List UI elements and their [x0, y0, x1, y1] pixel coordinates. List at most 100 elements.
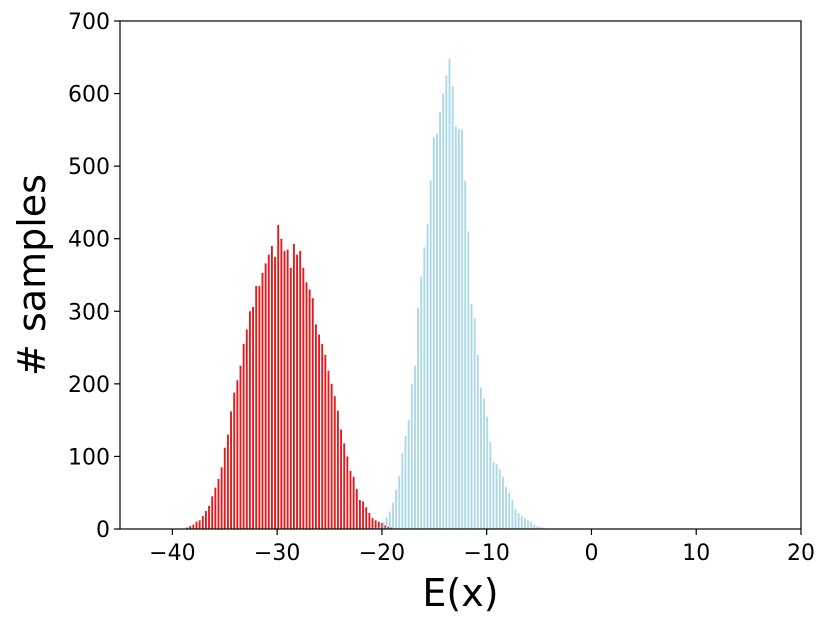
- y-tick-label: 0: [96, 518, 110, 543]
- bar: [343, 443, 346, 529]
- bar: [245, 329, 248, 529]
- bar: [230, 411, 232, 529]
- bar: [542, 527, 545, 529]
- bar: [204, 510, 207, 529]
- x-tick-label: 20: [787, 541, 815, 566]
- bar: [267, 254, 270, 529]
- bar: [520, 515, 523, 529]
- bar: [280, 238, 283, 529]
- bar: [289, 267, 292, 529]
- x-tick-label: −10: [463, 541, 509, 566]
- bar: [226, 434, 229, 529]
- bar: [292, 243, 295, 530]
- y-tick-label: 100: [68, 445, 110, 470]
- bar: [264, 263, 267, 529]
- y-axis-ticks: 0 100 200 300 400 500 600 700: [68, 10, 120, 543]
- bar: [401, 452, 404, 529]
- bar: [384, 525, 387, 529]
- bar: [277, 224, 280, 529]
- bar: [283, 251, 286, 530]
- bar: [479, 387, 482, 529]
- bar: [387, 526, 390, 529]
- x-tick-label: 0: [584, 541, 598, 566]
- bar: [423, 247, 426, 530]
- bar: [239, 365, 242, 529]
- bar: [368, 513, 371, 529]
- bar: [270, 245, 273, 529]
- bar: [189, 526, 192, 529]
- bar: [461, 129, 464, 530]
- y-tick-label: 300: [68, 300, 110, 325]
- bar: [296, 254, 299, 529]
- y-axis-label: # samples: [10, 174, 54, 376]
- y-tick-label: 500: [68, 155, 110, 180]
- bar: [314, 324, 317, 529]
- bar: [495, 463, 498, 529]
- bars-layer: [186, 58, 548, 530]
- bar: [536, 526, 539, 529]
- x-tick-label: 10: [682, 541, 710, 566]
- x-axis-ticks: −40 −30 −20 −10 0 10 20: [149, 529, 815, 566]
- bar: [476, 354, 479, 529]
- bar: [371, 518, 374, 529]
- y-tick-label: 400: [68, 228, 110, 253]
- bar: [261, 272, 264, 529]
- y-tick-label: 600: [68, 83, 110, 108]
- bar: [530, 521, 533, 529]
- bar: [420, 276, 423, 529]
- bar: [473, 318, 476, 529]
- bar: [382, 521, 385, 529]
- x-tick-label: −30: [254, 541, 300, 566]
- bar: [413, 365, 416, 529]
- series-1: [376, 58, 548, 530]
- bar: [445, 75, 448, 530]
- bar: [330, 383, 333, 529]
- bar: [286, 249, 289, 529]
- bar: [395, 489, 398, 529]
- bar: [380, 523, 383, 529]
- bar: [201, 515, 204, 529]
- x-axis-label: E(x): [422, 571, 498, 615]
- bar: [318, 334, 321, 529]
- bar: [467, 231, 470, 529]
- bar: [248, 311, 251, 529]
- bar: [252, 306, 254, 529]
- bar: [302, 267, 305, 529]
- bar: [376, 527, 379, 529]
- bar: [464, 180, 467, 529]
- bar: [435, 133, 438, 530]
- bar: [407, 420, 410, 529]
- bar: [324, 354, 327, 529]
- bar: [501, 476, 504, 529]
- bar: [498, 469, 501, 529]
- bar: [242, 343, 245, 529]
- bar: [448, 58, 451, 530]
- bar: [223, 447, 226, 529]
- bar: [523, 518, 526, 529]
- bar: [311, 298, 314, 529]
- bar: [417, 307, 420, 529]
- bar: [362, 501, 365, 529]
- bar: [220, 467, 223, 529]
- bar: [508, 492, 511, 529]
- bar: [233, 392, 236, 529]
- bar: [374, 520, 377, 529]
- bar: [358, 499, 361, 529]
- bar: [208, 505, 210, 529]
- bar: [398, 476, 401, 529]
- bar: [517, 513, 520, 529]
- bar: [483, 398, 486, 529]
- bar: [454, 126, 457, 529]
- bar: [511, 499, 514, 529]
- bar: [217, 478, 220, 529]
- bar: [274, 256, 277, 529]
- bar: [211, 496, 214, 529]
- bar: [505, 486, 508, 529]
- bar: [432, 137, 435, 530]
- bar: [365, 507, 368, 529]
- bar: [379, 525, 382, 529]
- bar: [255, 285, 258, 529]
- bar: [489, 441, 492, 529]
- bar: [470, 304, 473, 529]
